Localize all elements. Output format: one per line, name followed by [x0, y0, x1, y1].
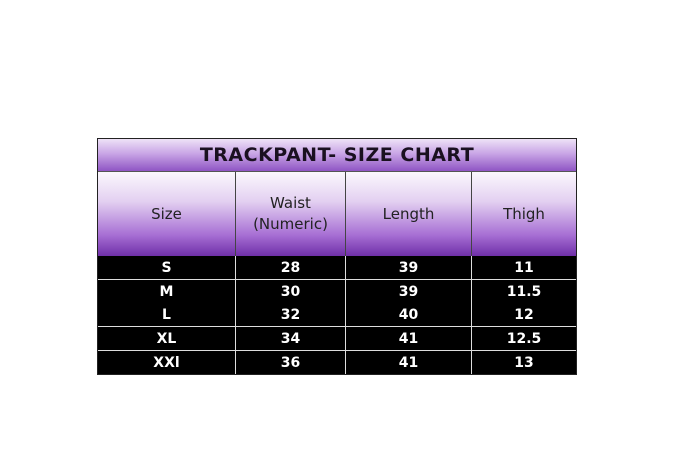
table-cell: 34 [236, 327, 346, 350]
table-cell: 30 [236, 280, 346, 303]
table-cell: L [98, 303, 236, 326]
table-cell: 36 [236, 351, 346, 374]
header-size: Size [98, 172, 236, 256]
table-row: XL 34 41 12.5 [98, 326, 576, 350]
table-row: XXl 36 41 13 [98, 350, 576, 374]
table-cell: 13 [514, 354, 534, 371]
header-waist-label: Waist (Numeric) [253, 194, 328, 233]
table-row: L 32 40 12 [98, 303, 576, 326]
header-thigh: Thigh [472, 172, 576, 256]
table-row: S 28 39 11 [98, 256, 576, 279]
table-cell: 40 [346, 303, 472, 326]
table-row: M 30 39 11.5 [98, 279, 576, 303]
table-title: TRACKPANT- SIZE CHART [98, 139, 576, 172]
table-cell: 12 [514, 306, 534, 323]
table-cell: XL [98, 327, 236, 350]
header-length: Length [346, 172, 472, 256]
table-cell: 39 [346, 256, 472, 279]
table-cell: 41 [346, 351, 472, 374]
table-cell: 11 [514, 259, 534, 276]
table-cell: M [98, 280, 236, 303]
size-chart-table: TRACKPANT- SIZE CHART Size Waist (Numeri… [97, 138, 577, 375]
table-cell: 12.5 [506, 330, 542, 347]
table-cell: 28 [236, 256, 346, 279]
header-waist: Waist (Numeric) [236, 172, 346, 256]
table-cell: 41 [346, 327, 472, 350]
table-cell: 32 [236, 303, 346, 326]
table-cell: 11.5 [506, 283, 542, 300]
table-cell: 39 [346, 280, 472, 303]
table-cell: XXl [98, 351, 236, 374]
table-cell: S [98, 256, 236, 279]
header-row: Size Waist (Numeric) Length Thigh [98, 172, 576, 256]
